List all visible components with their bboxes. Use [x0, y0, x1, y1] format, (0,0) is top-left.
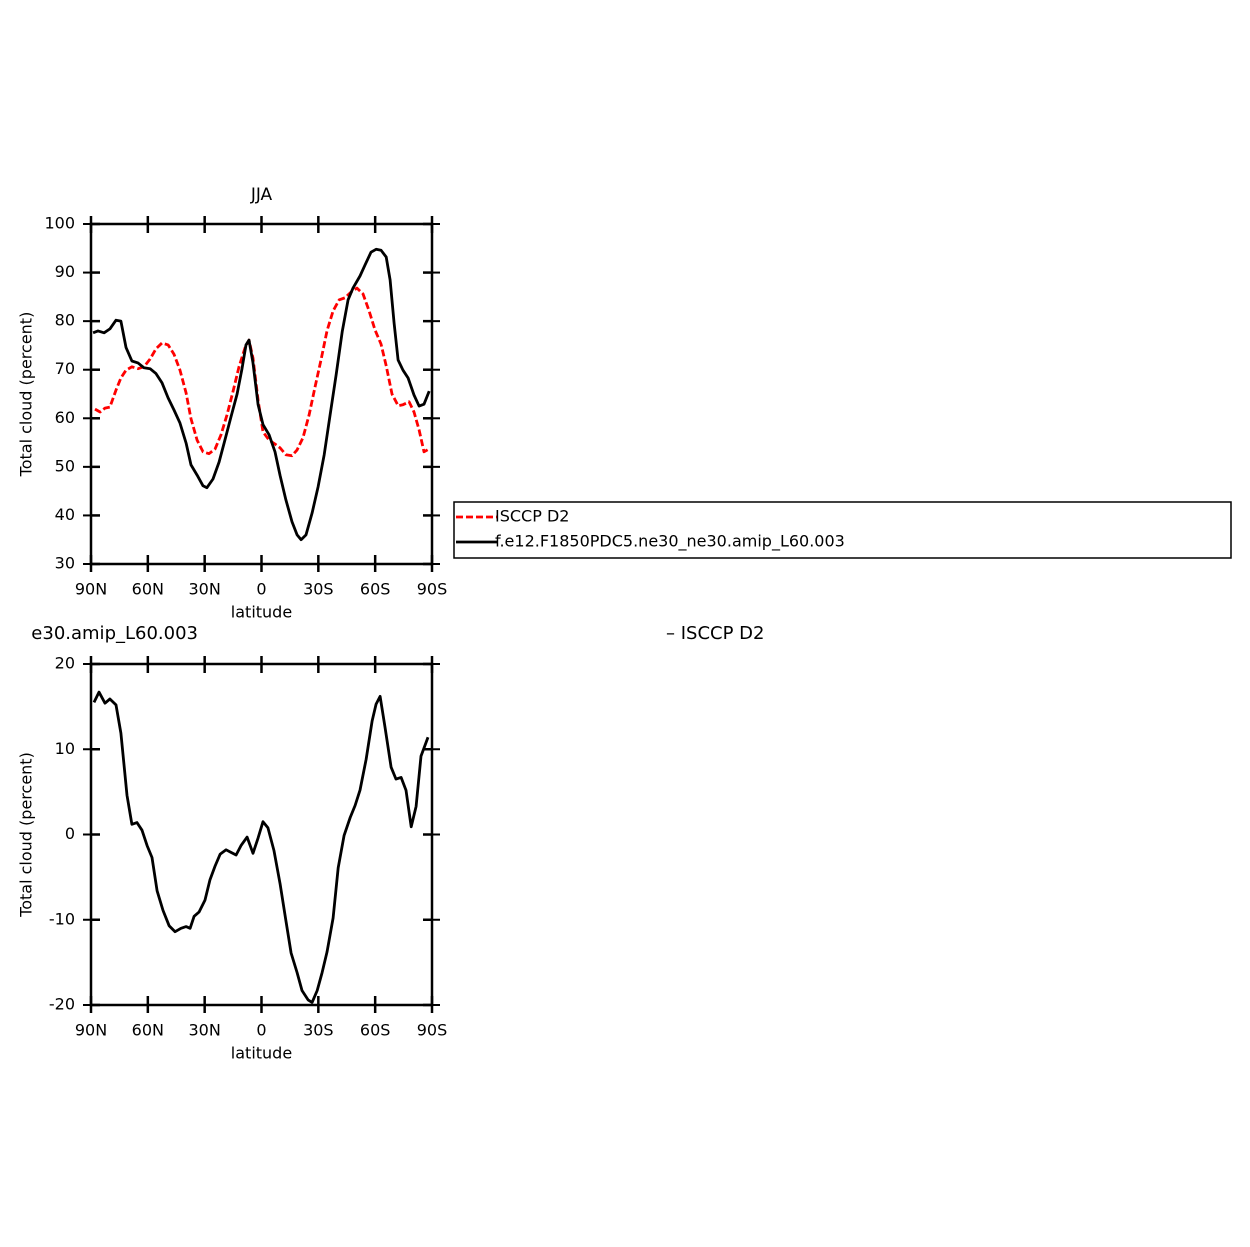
x-tick-label: 90S: [417, 1021, 448, 1040]
axis-frame: [89, 662, 434, 1007]
series-line: [94, 286, 430, 458]
x-tick-label: 90N: [75, 1021, 107, 1040]
x-tick-label: 60S: [360, 580, 391, 599]
x-tick-label: 60S: [360, 1021, 391, 1040]
x-tick-label: 90N: [75, 580, 107, 599]
chart-title: JJA: [250, 185, 273, 205]
x-tick-label: 0: [256, 1021, 266, 1040]
x-axis-label: latitude: [231, 603, 292, 622]
y-axis-label: Total cloud (percent): [17, 312, 36, 478]
x-tick-label: 30S: [303, 1021, 334, 1040]
y-tick-label: -20: [49, 995, 75, 1014]
x-tick-label: 60N: [132, 580, 164, 599]
y-tick-label: -10: [49, 909, 75, 928]
x-tick-label: 30N: [189, 1021, 221, 1040]
x-tick-label: 60N: [132, 1021, 164, 1040]
y-tick-label: 0: [65, 824, 75, 843]
x-tick-label: 30N: [189, 580, 221, 599]
series-line: [92, 690, 430, 1004]
legend-label: f.e12.F1850PDC5.ne30_ne30.amip_L60.003: [495, 532, 845, 552]
y-tick-label: 70: [55, 359, 75, 378]
legend-box: [453, 501, 1232, 559]
y-tick-label: 100: [44, 214, 75, 233]
chart-title-fragment: – ISCCP D2: [666, 623, 764, 644]
axis-frame: [89, 222, 434, 566]
y-tick-label: 10: [55, 739, 75, 758]
legend: ISCCP D2 f.e12.F1850PDC5.ne30_ne30.amip_L…: [453, 501, 1232, 559]
y-tick-label: 90: [55, 262, 75, 281]
y-tick-label: 40: [55, 505, 75, 524]
y-tick-label: 30: [55, 554, 75, 573]
x-axis-label: latitude: [231, 1044, 292, 1063]
y-tick-label: 60: [55, 408, 75, 427]
x-tick-label: 0: [256, 580, 266, 599]
x-tick-label: 30S: [303, 580, 334, 599]
plot: JJA latitude Total cloud (percent) 30 40 50 60…: [17, 185, 448, 622]
chart-title-fragment: e30.amip_L60.003: [31, 623, 198, 644]
x-tick-label: 90S: [417, 580, 448, 599]
plot: e30.amip_L60.003 – ISCCP D2 latitude Total …: [17, 623, 765, 1063]
y-tick-label: 80: [55, 311, 75, 330]
series-line: [92, 247, 431, 542]
legend-label: ISCCP D2: [495, 507, 569, 526]
y-tick-label: 20: [55, 654, 75, 673]
y-axis-label: Total cloud (percent): [17, 752, 36, 918]
y-tick-label: 50: [55, 456, 75, 475]
